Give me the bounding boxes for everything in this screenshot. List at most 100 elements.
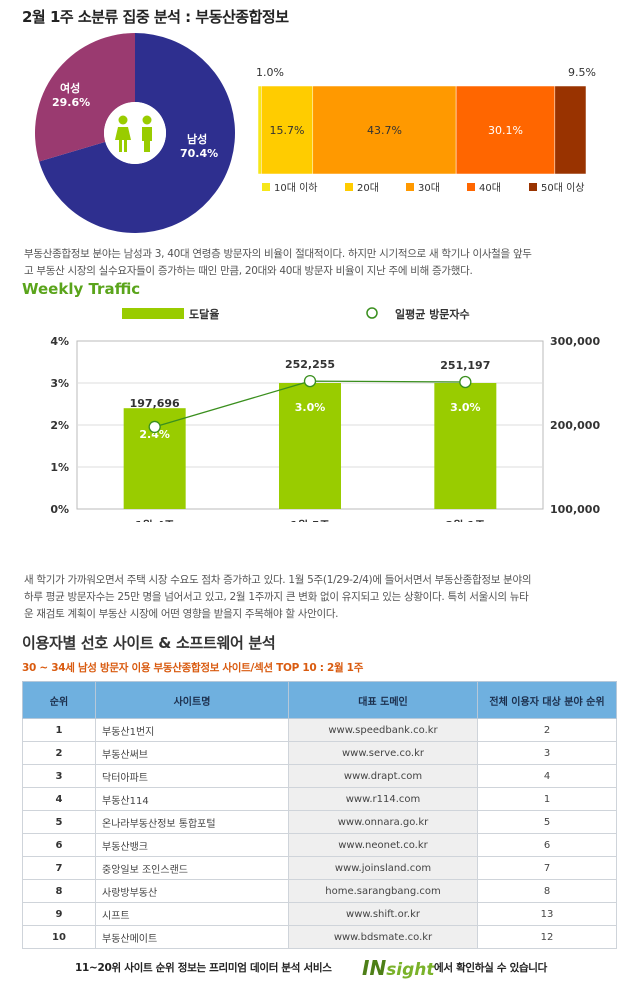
female-value: 29.6% — [52, 96, 90, 109]
domain-cell[interactable]: www.drapt.com — [288, 764, 478, 788]
visitors-value-label: 252,255 — [285, 358, 335, 371]
table-row: 3 닥터아파트 www.drapt.com 4 — [22, 764, 617, 788]
section-title: 이용자별 선호 사이트 & 소프트웨어 분석 — [22, 634, 276, 652]
weekly-traffic-chart: 도달율 일평균 방문자수 2.4% 3.0% 3.0% 197,696 252,255… — [50, 307, 600, 522]
y-left-tick: 2% — [50, 419, 69, 432]
domain-cell[interactable]: www.onnara.go.kr — [288, 810, 478, 834]
domain-cell[interactable]: www.neonet.co.kr — [288, 833, 478, 857]
female-slice — [35, 33, 136, 162]
weekly-traffic-title: Weekly Traffic — [22, 280, 141, 298]
paragraph-line: 운 재검토 계획이 부동산 시장에 어떤 영향을 받을지 주목해야 할 사안이다… — [24, 608, 339, 620]
site-name-cell: 부동산114 — [95, 787, 289, 811]
age-legend-label: 40대 — [479, 182, 501, 194]
table-row: 5 온나라부동산정보 통합포털 www.onnara.go.kr 5 — [22, 810, 617, 834]
y-right-tick: 300,000 — [550, 335, 600, 348]
paragraph-line: 하루 평균 방문자수는 25만 명을 넘어서고 있고, 2월 1주까지 큰 변화… — [24, 591, 529, 603]
legend-bar-swatch — [122, 308, 184, 319]
site-name-cell: 부동산써브 — [95, 741, 289, 765]
male-label: 남성 — [187, 132, 207, 146]
age-legend-label: 50대 이상 — [541, 182, 585, 194]
insight-logo[interactable]: INsight — [362, 956, 435, 980]
domain-cell[interactable]: home.sarangbang.com — [288, 879, 478, 903]
visitors-point — [459, 375, 472, 389]
analysis-paragraph-2: 새 학기가 가까워오면서 주택 시장 수요도 점차 증가하고 있다. 1월 5주… — [24, 572, 532, 623]
table-row: 10 부동산메이트 www.bdsmate.co.kr 12 — [22, 925, 617, 949]
overall-rank-cell: 6 — [477, 833, 617, 857]
section-subtitle: 30 ~ 34세 남성 방문자 이용 부동산종합정보 사이트/섹션 TOP 10… — [22, 662, 364, 674]
y-right-tick: 100,000 — [550, 503, 600, 516]
age-segment-2 — [312, 85, 457, 175]
rank-cell: 8 — [22, 879, 96, 903]
overall-rank-cell: 8 — [477, 879, 617, 903]
rank-cell: 9 — [22, 902, 96, 926]
table-row: 1 부동산1번지 www.speedbank.co.kr 2 — [22, 718, 617, 742]
bar-value-label: 2.4% — [139, 428, 170, 441]
overall-rank-cell: 4 — [477, 764, 617, 788]
rank-cell: 1 — [22, 718, 96, 742]
age-segment-4 — [554, 85, 587, 175]
visitors-value-label: 197,696 — [130, 397, 180, 410]
table-row: 6 부동산뱅크 www.neonet.co.kr 6 — [22, 833, 617, 857]
male-value: 70.4% — [180, 147, 218, 160]
table-row: 8 사랑방부동산 home.sarangbang.com 8 — [22, 879, 617, 903]
domain-cell[interactable]: www.bdsmate.co.kr — [288, 925, 478, 949]
age-legend-swatch — [406, 183, 414, 191]
male-person-icon — [142, 115, 152, 152]
site-name-cell: 시프트 — [95, 902, 289, 926]
overall-rank-cell: 3 — [477, 741, 617, 765]
footer-text-after: 에서 확인하실 수 있습니다 — [434, 962, 548, 974]
female-person-icon — [115, 115, 131, 152]
visitors-point — [148, 420, 161, 434]
insight-logo-small: sight — [386, 960, 435, 980]
site-name-cell: 사랑방부동산 — [95, 879, 289, 903]
legend-line-marker — [366, 307, 378, 319]
paragraph-line: 부동산종합정보 분야는 남성과 3, 40대 연령층 방문자의 비율이 절대적이… — [24, 248, 532, 260]
rank-cell: 6 — [22, 833, 96, 857]
age-segment-label: 9.5% — [568, 66, 596, 79]
traffic-bar — [279, 383, 341, 509]
age-legend-label: 30대 — [418, 182, 440, 194]
domain-cell[interactable]: www.shift.or.kr — [288, 902, 478, 926]
rank-cell: 3 — [22, 764, 96, 788]
overall-rank-cell: 5 — [477, 810, 617, 834]
age-segment-label: 30.1% — [488, 124, 523, 137]
rank-cell: 5 — [22, 810, 96, 834]
visitors-value-label: 251,197 — [440, 359, 490, 372]
overall-rank-cell: 7 — [477, 856, 617, 880]
rank-cell: 4 — [22, 787, 96, 811]
page-title: 2월 1주 소분류 집중 분석 : 부동산종합정보 — [22, 8, 289, 26]
gender-donut-chart: 여성 29.6% 남성 70.4% — [35, 33, 235, 233]
analysis-paragraph-1: 부동산종합정보 분야는 남성과 3, 40대 연령층 방문자의 비율이 절대적이… — [24, 246, 532, 280]
x-category-label: 1월 4주 — [135, 518, 174, 522]
age-legend-swatch — [467, 183, 475, 191]
rank-cell: 7 — [22, 856, 96, 880]
insight-logo-big: IN — [362, 956, 387, 980]
age-segment-1 — [261, 85, 314, 175]
age-segment-3 — [455, 85, 556, 175]
domain-cell[interactable]: www.joinsland.com — [288, 856, 478, 880]
header-rank: 순위 — [22, 681, 96, 719]
traffic-bar — [434, 383, 497, 509]
overall-rank-cell: 2 — [477, 718, 617, 742]
table-header-row: 순위 사이트명 대표 도메인 전체 이용자 대상 분야 순위 — [22, 681, 617, 719]
legend-line-label: 일평균 방문자수 — [395, 307, 470, 321]
footer-text: 11~20위 사이트 순위 정보는 프리미엄 데이터 분석 서비스 — [75, 962, 332, 974]
table-row: 9 시프트 www.shift.or.kr 13 — [22, 902, 617, 926]
donut-center — [104, 102, 166, 164]
y-left-tick: 3% — [50, 377, 69, 390]
paragraph-line: 고 부동산 시장의 실수요자들이 증가하는 때인 만큼, 20대와 40대 방문… — [24, 265, 473, 277]
age-legend-swatch — [262, 183, 270, 191]
site-ranking-table: 순위 사이트명 대표 도메인 전체 이용자 대상 분야 순위 1 부동산1번지 ww… — [22, 681, 617, 949]
female-label: 여성 — [60, 81, 80, 95]
site-name-cell: 온나라부동산정보 통합포털 — [95, 810, 289, 834]
domain-cell[interactable]: www.speedbank.co.kr — [288, 718, 478, 742]
bar-value-label: 3.0% — [295, 401, 326, 414]
overall-rank-cell: 12 — [477, 925, 617, 949]
domain-cell[interactable]: www.serve.co.kr — [288, 741, 478, 765]
site-name-cell: 부동산뱅크 — [95, 833, 289, 857]
y-right-tick: 200,000 — [550, 419, 600, 432]
age-segment-label: 15.7% — [270, 124, 305, 137]
domain-cell[interactable]: www.r114.com — [288, 787, 478, 811]
site-name-cell: 중앙일보 조인스랜드 — [95, 856, 289, 880]
paragraph-line: 새 학기가 가까워오면서 주택 시장 수요도 점차 증가하고 있다. 1월 5주… — [24, 574, 532, 586]
